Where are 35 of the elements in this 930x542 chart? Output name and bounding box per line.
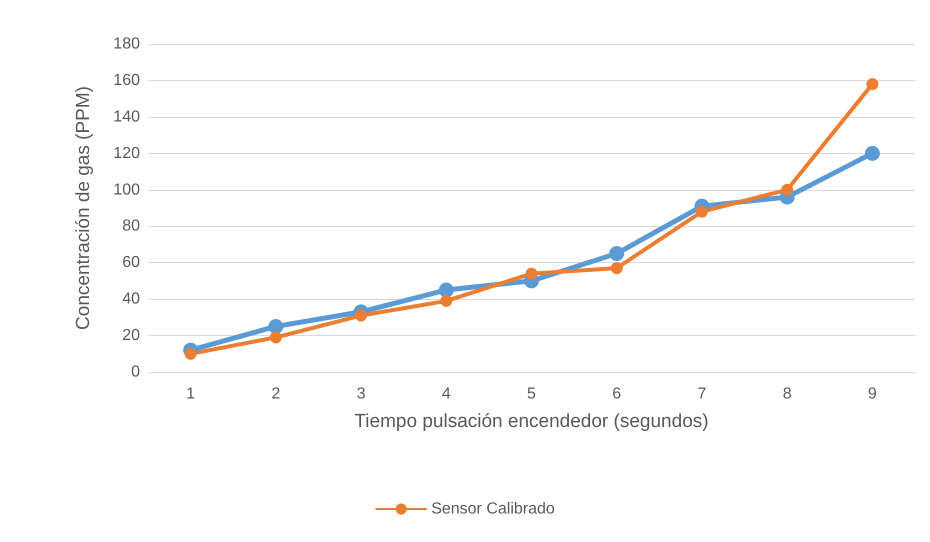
legend-label: Sensor Calibrado (431, 500, 555, 518)
point (609, 246, 624, 262)
x-tick-label: 2 (271, 386, 280, 402)
point (696, 206, 708, 218)
y-tick-label: 0 (131, 364, 140, 380)
point (440, 294, 452, 307)
point (864, 146, 880, 161)
y-tick-label: 100 (113, 181, 140, 198)
point (355, 310, 368, 322)
x-tick-label: 8 (782, 386, 792, 402)
x-tick-label: 6 (612, 386, 622, 402)
y-tick-label: 140 (113, 108, 140, 126)
y-axis-title: Concentración de gas (PPM) (73, 86, 94, 330)
x-tick-label: 9 (868, 386, 877, 402)
y-tick-label: 40 (122, 290, 140, 308)
y-tick-label: 180 (113, 36, 140, 52)
x-tick-label: 1 (186, 386, 196, 402)
x-tick-label: 5 (527, 386, 536, 402)
y-tick-label: 20 (122, 327, 140, 344)
y-tick-label: 60 (122, 254, 140, 272)
point (438, 282, 454, 298)
y-tick-label: 160 (113, 72, 140, 89)
x-axis-title: Tiempo pulsación encendedor (segundos) (354, 411, 709, 432)
point (781, 184, 794, 196)
x-tick-label: 4 (442, 386, 451, 402)
x-tick-label: 3 (356, 386, 366, 402)
point (526, 268, 538, 280)
point (184, 348, 197, 360)
x-tick-label: 7 (697, 386, 706, 402)
point (270, 331, 282, 344)
point (866, 78, 878, 90)
y-tick-label: 120 (113, 144, 140, 162)
point (610, 262, 623, 274)
y-tick-label: 80 (122, 218, 140, 235)
point (268, 318, 284, 334)
